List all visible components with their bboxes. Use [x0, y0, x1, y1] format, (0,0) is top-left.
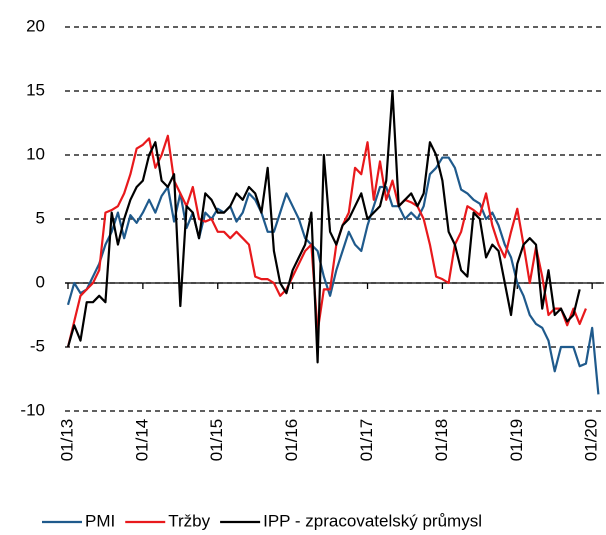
x-tick-label: 01/17 [357, 419, 376, 462]
y-tick-label: 0 [36, 272, 45, 291]
y-tick-label: -10 [20, 400, 45, 419]
series-line [66, 89, 581, 364]
series-line [66, 156, 600, 395]
legend-label: IPP - zpracovatelský průmysl [263, 511, 482, 530]
legend-label: PMI [85, 511, 115, 530]
x-tick-label: 01/13 [57, 419, 76, 462]
x-tick-label: 01/19 [507, 419, 526, 462]
y-tick-label: 5 [36, 208, 45, 227]
x-tick-label: 01/18 [432, 419, 451, 462]
y-tick-label: 15 [26, 80, 45, 99]
y-tick-label: 10 [26, 144, 45, 163]
x-tick-label: 01/15 [207, 419, 226, 462]
y-tick-label: 20 [26, 16, 45, 35]
x-tick-label: 01/14 [132, 419, 151, 462]
x-tick-label: 01/16 [282, 419, 301, 462]
series-line [66, 134, 587, 348]
y-tick-label: -5 [30, 336, 45, 355]
legend-label: Tržby [168, 511, 210, 530]
x-tick-label: 01/20 [582, 419, 601, 462]
